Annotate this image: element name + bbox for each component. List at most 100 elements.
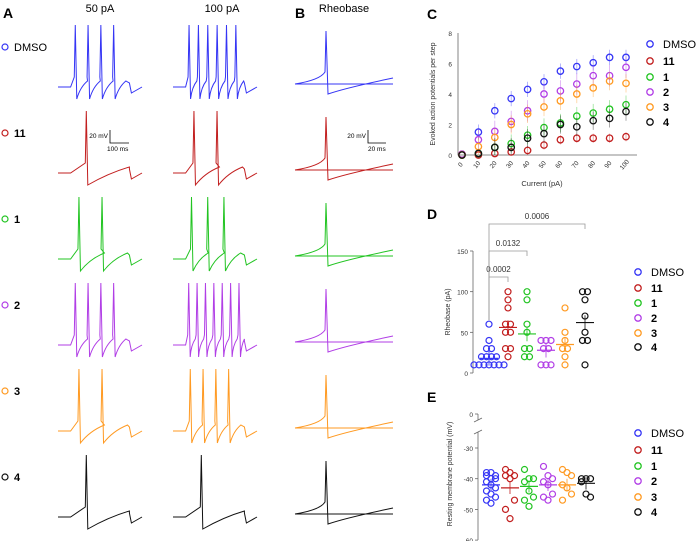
d-point-11: [504, 353, 512, 361]
panel-b-title: Rheobase: [319, 3, 369, 15]
legend-marker-11: [1, 129, 9, 137]
e-legend-marker-1: [634, 462, 642, 470]
row-label-11: 11: [14, 128, 26, 140]
c-point-4: [540, 129, 548, 138]
d-point-11: [501, 345, 510, 353]
c-point-3: [572, 90, 581, 98]
c-point-11: [523, 146, 532, 155]
e-point-4: [577, 478, 586, 486]
d-point-DMSO: [475, 361, 483, 369]
c-legend-label-2: 2: [663, 87, 669, 99]
c-point-1: [507, 139, 516, 148]
c-point-11: [540, 141, 548, 149]
c-legend-label-11: 11: [663, 56, 675, 68]
c-point-3: [507, 120, 516, 129]
d-point-3: [561, 304, 569, 312]
e-point-1: [520, 478, 529, 486]
c-xtick: 20: [489, 160, 499, 170]
e-point-11: [506, 475, 514, 483]
c-legend-marker-DMSO: [646, 40, 654, 48]
e-point-DMSO: [487, 499, 495, 507]
c-point-3: [490, 133, 499, 142]
trace-100pa-2: [173, 282, 258, 358]
c-point-DMSO: [540, 77, 548, 86]
c-point-1: [572, 112, 581, 120]
c-point-4: [458, 151, 466, 159]
trace-100pa-DMSO: [173, 24, 258, 100]
c-xtick: 50: [538, 160, 548, 170]
e-point-4: [577, 475, 586, 483]
c-point-3: [556, 97, 565, 105]
panel-d-letter: D: [427, 206, 437, 222]
panel-c-letter: C: [427, 6, 437, 22]
d-point-DMSO: [500, 361, 508, 369]
trace-rheobase-4: [294, 460, 394, 525]
panel-b-letter: B: [295, 5, 305, 21]
c-point-2: [523, 106, 532, 115]
d-point-DMSO: [480, 361, 488, 369]
d-ytick: 0: [464, 371, 468, 378]
c-legend-marker-2: [646, 88, 654, 96]
trace-rheobase-2: [294, 288, 394, 353]
d-point-1: [520, 345, 529, 353]
c-ylabel: Evoked action potentials per step: [430, 42, 437, 145]
trace-50pa-1: [58, 196, 143, 273]
e-point-1: [525, 502, 533, 510]
scale-v-b: 20 mV: [347, 133, 366, 140]
c-point-2: [507, 117, 516, 126]
c-ytick: 6: [448, 62, 452, 69]
c-point-11: [556, 135, 565, 144]
c-point-DMSO: [589, 58, 598, 67]
d-point-3: [561, 353, 569, 361]
c-point-11: [622, 132, 630, 141]
c-legend-marker-1: [646, 73, 654, 81]
e-point-2: [544, 496, 552, 504]
trace-rheobase-DMSO: [294, 30, 394, 95]
e-point-2: [548, 475, 557, 483]
e-legend-label-1: 1: [651, 461, 657, 473]
row-label-3: 3: [14, 386, 20, 398]
scale-bar-b: [367, 130, 386, 144]
d-ylabel: Rheobase (pA): [445, 288, 452, 335]
c-point-1: [589, 109, 598, 117]
d-point-2: [542, 361, 550, 369]
d-point-DMSO: [492, 353, 501, 361]
trace-50pa-4: [58, 454, 143, 530]
d-point-2: [537, 336, 545, 345]
c-point-2: [556, 87, 565, 95]
c-point-4: [622, 107, 630, 116]
d-legend-marker-2: [634, 314, 642, 322]
c-xtick: 80: [587, 160, 597, 170]
c-point-3: [589, 84, 598, 92]
d-point-4: [581, 296, 589, 304]
e-axis-break: [473, 417, 483, 435]
c-point-4: [572, 122, 581, 131]
d-point-DMSO: [485, 320, 493, 328]
c-point-2: [605, 71, 614, 80]
trace-rheobase-1: [294, 202, 394, 267]
d-point-11: [501, 328, 510, 336]
row-label-1: 1: [14, 214, 20, 226]
d-point-4: [578, 336, 587, 345]
e-legend-marker-3: [634, 493, 642, 501]
d-point-3: [558, 345, 567, 353]
e-point-3: [567, 472, 576, 480]
e-point-1: [529, 493, 538, 501]
d-ytick: 50: [461, 330, 469, 337]
c-point-1: [523, 131, 532, 140]
d-point-3: [563, 345, 572, 353]
d-point-DMSO: [470, 361, 478, 369]
c-point-1: [605, 105, 614, 114]
c-point-DMSO: [490, 106, 499, 115]
row-label-2: 2: [14, 300, 20, 312]
d-point-11: [506, 328, 515, 336]
d-legend-marker-3: [634, 329, 642, 337]
trace-50pa-2: [58, 282, 143, 358]
c-point-3: [523, 109, 532, 118]
c-point-DMSO: [507, 94, 516, 103]
e-point-2: [548, 490, 557, 498]
d-legend-marker-1: [634, 299, 642, 307]
d-point-DMSO: [490, 361, 498, 369]
d-point-3: [561, 361, 569, 369]
panel-e-letter: E: [427, 389, 436, 405]
